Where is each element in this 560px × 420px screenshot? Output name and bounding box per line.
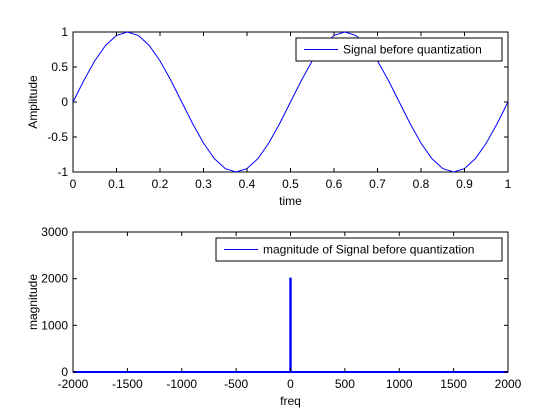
y-tick-label: 1 (61, 25, 68, 39)
x-tick-label: 0.2 (152, 177, 169, 191)
y-tick-label: -0.5 (47, 130, 68, 144)
y-axis-ticks: 0 1000 2000 3000 (41, 225, 508, 379)
x-tick-label: 0.6 (326, 177, 343, 191)
x-axis-ticks: -2000 -1500 -1000 -500 0 500 1000 1500 2000 (58, 232, 522, 391)
y-tick-label: 1000 (41, 318, 68, 332)
x-axis-ticks: 0 0.1 0.2 0.3 0.4 0.5 0.6 0.7 0.8 0.9 1 (70, 32, 512, 191)
y-tick-label: 0 (61, 95, 68, 109)
legend: Signal before quantization (295, 37, 503, 62)
x-tick-label: 1000 (386, 377, 413, 391)
x-tick-label: -1000 (166, 377, 197, 391)
x-axis-label: time (279, 194, 302, 208)
x-tick-label: 0.3 (195, 177, 212, 191)
time-domain-plot: 0 0.1 0.2 0.3 0.4 0.5 0.6 0.7 0.8 0.9 1 -1 -0.5 0 0.5… (26, 25, 512, 208)
x-tick-label: -2000 (58, 377, 89, 391)
x-tick-label: 0 (287, 377, 294, 391)
x-tick-label: 0.5 (282, 177, 299, 191)
x-tick-label: 1500 (440, 377, 467, 391)
y-tick-label: 0.5 (51, 60, 68, 74)
y-tick-label: 3000 (41, 225, 68, 239)
x-axis-label: freq (280, 394, 301, 408)
x-tick-label: 500 (335, 377, 355, 391)
legend-box (295, 37, 503, 62)
legend-box (215, 237, 503, 262)
y-tick-label: 0 (61, 365, 68, 379)
x-tick-label: -1500 (112, 377, 143, 391)
x-tick-label: 2000 (495, 377, 522, 391)
signal-line (72, 31, 509, 173)
y-tick-label: 2000 (41, 272, 68, 286)
x-tick-label: 0.4 (239, 177, 256, 191)
x-tick-label: 0.1 (108, 177, 125, 191)
x-tick-label: 1 (505, 177, 512, 191)
y-axis-ticks: -1 -0.5 0 0.5 1 (47, 25, 508, 179)
x-tick-label: 0.9 (456, 177, 473, 191)
x-tick-label: 0 (70, 177, 77, 191)
y-tick-label: -1 (57, 165, 68, 179)
x-tick-label: 0.8 (413, 177, 430, 191)
y-axis-label: Amplitude (26, 75, 40, 129)
x-tick-label: -500 (224, 377, 248, 391)
legend: magnitude of Signal before quantization (215, 237, 503, 262)
frequency-domain-plot: -2000 -1500 -1000 -500 0 500 1000 1500 2000 0 100… (26, 225, 522, 408)
legend-entry: Signal before quantization (343, 43, 482, 57)
y-axis-label: magnitude (26, 274, 40, 330)
legend-entry: magnitude of Signal before quantization (263, 243, 474, 257)
x-tick-label: 0.7 (369, 177, 386, 191)
